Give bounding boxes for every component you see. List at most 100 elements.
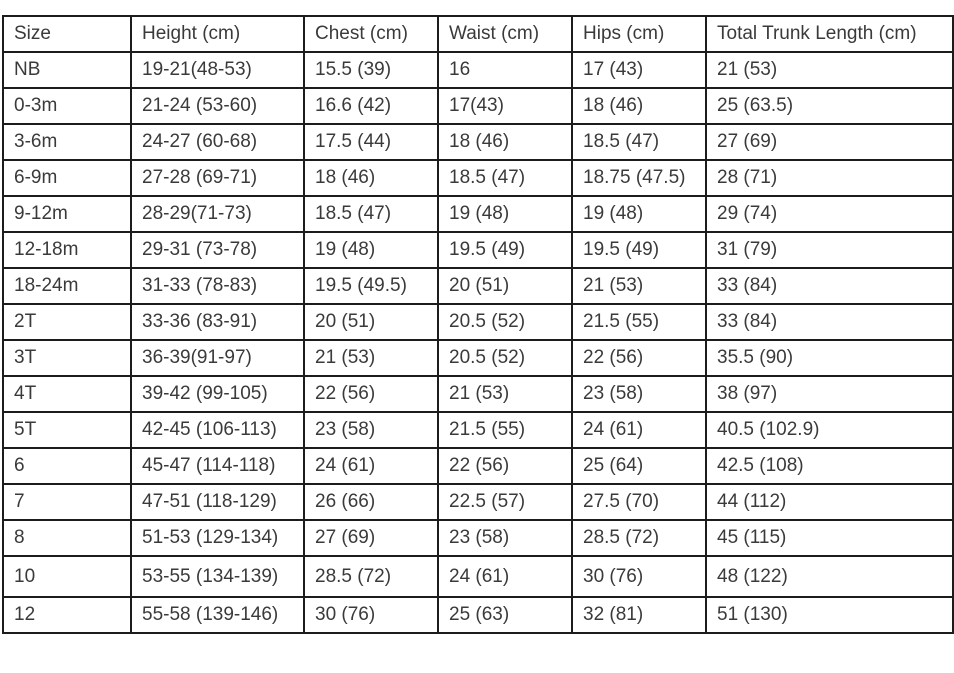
cell-waist: 24 (61): [437, 555, 573, 598]
cell-chest: 24 (61): [303, 447, 439, 485]
header-waist: Waist (cm): [437, 15, 573, 53]
cell-height: 45-47 (114-118): [130, 447, 305, 485]
cell-trunk-length: 33 (84): [705, 303, 954, 341]
cell-chest: 28.5 (72): [303, 555, 439, 598]
cell-waist: 20.5 (52): [437, 339, 573, 377]
cell-trunk-length: 28 (71): [705, 159, 954, 197]
cell-height: 24-27 (60-68): [130, 123, 305, 161]
cell-waist: 18.5 (47): [437, 159, 573, 197]
cell-hips: 28.5 (72): [571, 519, 707, 557]
cell-height: 19-21(48-53): [130, 51, 305, 89]
cell-height: 51-53 (129-134): [130, 519, 305, 557]
size-chart-body: Size Height (cm) Chest (cm) Waist (cm) Hips …: [2, 15, 954, 634]
cell-waist: 23 (58): [437, 519, 573, 557]
cell-trunk-length: 45 (115): [705, 519, 954, 557]
cell-trunk-length: 40.5 (102.9): [705, 411, 954, 449]
cell-trunk-length: 21 (53): [705, 51, 954, 89]
cell-trunk-length: 44 (112): [705, 483, 954, 521]
cell-chest: 26 (66): [303, 483, 439, 521]
cell-hips: 30 (76): [571, 555, 707, 598]
cell-hips: 18.5 (47): [571, 123, 707, 161]
size-chart-table: Size Height (cm) Chest (cm) Waist (cm) Hips …: [2, 15, 954, 634]
cell-hips: 18.75 (47.5): [571, 159, 707, 197]
table-row: 9-12m 28-29(71-73) 18.5 (47) 19 (48) 19 (48)…: [2, 195, 954, 233]
cell-chest: 19 (48): [303, 231, 439, 269]
cell-trunk-length: 35.5 (90): [705, 339, 954, 377]
cell-size: 6: [2, 447, 132, 485]
cell-hips: 17 (43): [571, 51, 707, 89]
cell-height: 31-33 (78-83): [130, 267, 305, 305]
cell-height: 36-39(91-97): [130, 339, 305, 377]
table-row: 6-9m 27-28 (69-71) 18 (46) 18.5 (47) 18.75 (…: [2, 159, 954, 197]
header-size: Size: [2, 15, 132, 53]
cell-chest: 16.6 (42): [303, 87, 439, 125]
cell-trunk-length: 51 (130): [705, 596, 954, 634]
cell-trunk-length: 31 (79): [705, 231, 954, 269]
cell-hips: 19 (48): [571, 195, 707, 233]
table-row: 18-24m 31-33 (78-83) 19.5 (49.5) 20 (51) 21 …: [2, 267, 954, 305]
table-row: 3-6m 24-27 (60-68) 17.5 (44) 18 (46) 18.5 (4…: [2, 123, 954, 161]
table-row: 2T 33-36 (83-91) 20 (51) 20.5 (52) 21.5 (55)…: [2, 303, 954, 341]
cell-chest: 27 (69): [303, 519, 439, 557]
table-row: 0-3m 21-24 (53-60) 16.6 (42) 17(43) 18 (46) 2…: [2, 87, 954, 125]
cell-size: 12-18m: [2, 231, 132, 269]
table-row: 10 53-55 (134-139) 28.5 (72) 24 (61) 30 (76)…: [2, 555, 954, 598]
header-hips: Hips (cm): [571, 15, 707, 53]
cell-size: 3-6m: [2, 123, 132, 161]
table-row: 12-18m 29-31 (73-78) 19 (48) 19.5 (49) 19.5 …: [2, 231, 954, 269]
cell-trunk-length: 29 (74): [705, 195, 954, 233]
cell-size: 5T: [2, 411, 132, 449]
cell-size: 8: [2, 519, 132, 557]
cell-chest: 21 (53): [303, 339, 439, 377]
cell-height: 33-36 (83-91): [130, 303, 305, 341]
cell-height: 39-42 (99-105): [130, 375, 305, 413]
header-height: Height (cm): [130, 15, 305, 53]
cell-hips: 32 (81): [571, 596, 707, 634]
cell-hips: 21.5 (55): [571, 303, 707, 341]
cell-waist: 19 (48): [437, 195, 573, 233]
cell-size: 3T: [2, 339, 132, 377]
table-row: 12 55-58 (139-146) 30 (76) 25 (63) 32 (81) 51…: [2, 596, 954, 634]
cell-hips: 18 (46): [571, 87, 707, 125]
cell-height: 42-45 (106-113): [130, 411, 305, 449]
cell-chest: 23 (58): [303, 411, 439, 449]
cell-size: 0-3m: [2, 87, 132, 125]
cell-size: 2T: [2, 303, 132, 341]
cell-chest: 30 (76): [303, 596, 439, 634]
cell-hips: 25 (64): [571, 447, 707, 485]
cell-waist: 16: [437, 51, 573, 89]
cell-waist: 18 (46): [437, 123, 573, 161]
cell-waist: 22 (56): [437, 447, 573, 485]
cell-waist: 19.5 (49): [437, 231, 573, 269]
cell-hips: 19.5 (49): [571, 231, 707, 269]
cell-waist: 20.5 (52): [437, 303, 573, 341]
table-row: 4T 39-42 (99-105) 22 (56) 21 (53) 23 (58) 38 …: [2, 375, 954, 413]
cell-chest: 15.5 (39): [303, 51, 439, 89]
header-row: Size Height (cm) Chest (cm) Waist (cm) Hips …: [2, 15, 954, 53]
cell-hips: 24 (61): [571, 411, 707, 449]
cell-size: 9-12m: [2, 195, 132, 233]
cell-hips: 21 (53): [571, 267, 707, 305]
cell-trunk-length: 27 (69): [705, 123, 954, 161]
header-trunk-length: Total Trunk Length (cm): [705, 15, 954, 53]
cell-hips: 23 (58): [571, 375, 707, 413]
cell-height: 29-31 (73-78): [130, 231, 305, 269]
cell-size: 10: [2, 555, 132, 598]
cell-height: 55-58 (139-146): [130, 596, 305, 634]
cell-height: 27-28 (69-71): [130, 159, 305, 197]
header-chest: Chest (cm): [303, 15, 439, 53]
cell-waist: 21.5 (55): [437, 411, 573, 449]
cell-chest: 22 (56): [303, 375, 439, 413]
cell-height: 28-29(71-73): [130, 195, 305, 233]
cell-waist: 17(43): [437, 87, 573, 125]
table-row: 8 51-53 (129-134) 27 (69) 23 (58) 28.5 (72) 4…: [2, 519, 954, 557]
cell-hips: 27.5 (70): [571, 483, 707, 521]
cell-hips: 22 (56): [571, 339, 707, 377]
cell-height: 53-55 (134-139): [130, 555, 305, 598]
cell-height: 21-24 (53-60): [130, 87, 305, 125]
table-row: 5T 42-45 (106-113) 23 (58) 21.5 (55) 24 (61)…: [2, 411, 954, 449]
cell-trunk-length: 25 (63.5): [705, 87, 954, 125]
cell-size: 18-24m: [2, 267, 132, 305]
table-row: 6 45-47 (114-118) 24 (61) 22 (56) 25 (64) 42.…: [2, 447, 954, 485]
cell-waist: 25 (63): [437, 596, 573, 634]
